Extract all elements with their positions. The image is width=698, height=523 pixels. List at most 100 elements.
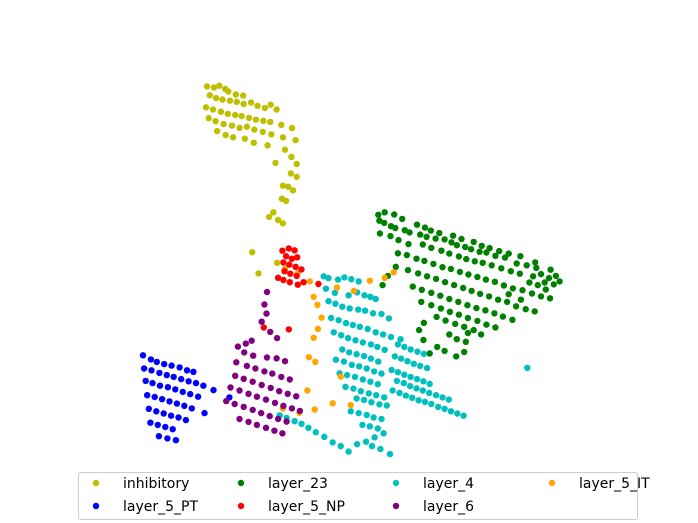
data-point <box>288 124 296 132</box>
data-point <box>292 263 299 270</box>
data-point <box>415 326 423 334</box>
data-point <box>240 100 247 108</box>
data-point <box>200 382 207 389</box>
legend: inhibitory layer_23 layer_4 layer_5_ITlayer… <box>78 472 650 520</box>
data-point <box>410 360 417 367</box>
data-point <box>258 318 265 325</box>
data-point <box>374 425 381 432</box>
data-point <box>344 334 352 342</box>
data-point <box>293 173 300 180</box>
data-point <box>254 102 261 110</box>
data-point <box>273 334 281 342</box>
data-point <box>285 245 292 252</box>
data-point <box>325 274 332 282</box>
data-point <box>359 421 366 429</box>
data-point <box>441 347 448 355</box>
data-point <box>335 317 342 324</box>
data-point <box>423 364 431 372</box>
data-point <box>494 296 502 303</box>
data-point <box>396 389 403 397</box>
data-point <box>293 160 300 168</box>
data-point <box>407 346 414 353</box>
data-point <box>285 183 292 190</box>
data-point <box>455 311 463 318</box>
series-layer-6 <box>223 288 304 437</box>
data-point <box>314 325 322 333</box>
data-point <box>556 278 563 285</box>
data-point <box>318 314 325 321</box>
series-layer-4 <box>276 273 531 458</box>
data-point <box>151 393 158 401</box>
data-point <box>147 356 155 363</box>
data-point <box>437 292 444 299</box>
data-point <box>310 293 317 300</box>
data-point <box>148 367 155 374</box>
data-point <box>491 310 498 317</box>
data-point <box>421 398 429 405</box>
data-point <box>453 336 460 343</box>
data-point <box>404 266 412 274</box>
data-point <box>155 433 163 440</box>
data-point <box>261 301 268 308</box>
data-point <box>366 277 373 284</box>
data-point <box>253 421 261 429</box>
data-point <box>471 258 478 265</box>
data-point <box>284 390 291 397</box>
data-point <box>311 406 318 413</box>
data-point <box>507 268 514 275</box>
data-point <box>397 336 404 343</box>
data-point <box>287 170 295 177</box>
data-point <box>385 315 393 322</box>
data-point <box>158 396 166 403</box>
data-point <box>153 408 160 415</box>
data-point <box>529 273 537 280</box>
data-point <box>298 266 305 273</box>
data-point <box>391 211 398 218</box>
data-point <box>210 386 217 394</box>
data-point <box>499 313 507 320</box>
data-point <box>432 275 440 283</box>
data-point <box>361 307 369 314</box>
data-point <box>453 353 460 360</box>
data-point <box>353 441 361 448</box>
data-point <box>245 114 253 122</box>
data-point <box>359 339 367 346</box>
data-point <box>353 395 360 402</box>
data-point <box>488 262 495 269</box>
data-point <box>394 341 402 348</box>
data-point <box>181 402 188 409</box>
series-layer-5-it <box>279 269 397 416</box>
data-point <box>449 232 457 239</box>
data-point <box>498 265 505 272</box>
data-point <box>391 353 398 360</box>
data-point <box>542 286 549 293</box>
data-point <box>170 373 177 381</box>
data-point <box>404 358 411 365</box>
data-point <box>245 390 252 397</box>
data-point <box>355 306 362 313</box>
data-point <box>516 270 523 277</box>
data-point <box>419 241 426 248</box>
data-point <box>305 354 313 361</box>
data-point <box>375 211 382 218</box>
data-point <box>432 235 439 242</box>
data-point <box>485 293 493 300</box>
data-point <box>420 336 427 344</box>
data-point <box>428 400 435 408</box>
data-point <box>399 215 406 223</box>
data-point <box>294 281 301 288</box>
legend-label: layer_5_NP <box>268 499 345 515</box>
data-point <box>249 378 256 385</box>
data-point <box>413 221 421 228</box>
legend-label: layer_5_IT <box>579 476 650 492</box>
data-point <box>458 235 465 243</box>
legend-entry: layer_23 <box>237 476 328 492</box>
data-point <box>441 236 448 243</box>
data-point <box>464 302 471 309</box>
data-point <box>420 319 428 326</box>
data-point <box>350 385 357 392</box>
data-point <box>401 371 408 378</box>
data-point <box>456 268 464 276</box>
data-point <box>394 369 402 376</box>
data-point <box>298 420 305 427</box>
